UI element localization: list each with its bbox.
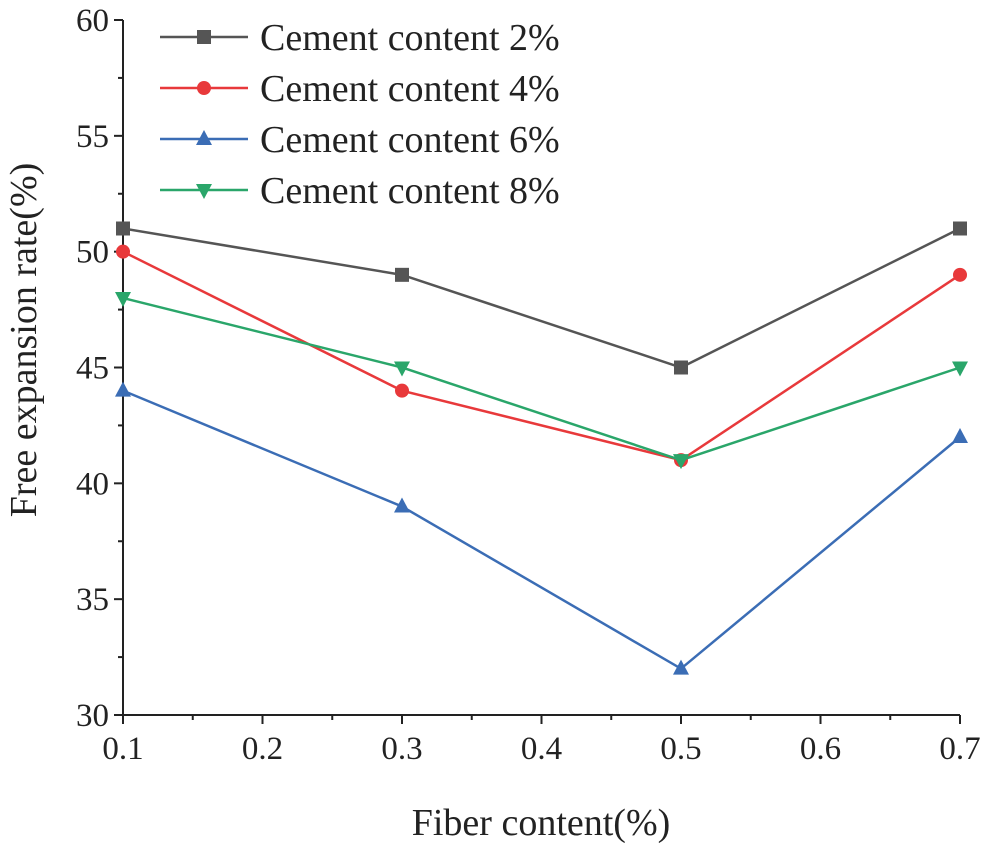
x-tick-label: 0.2 xyxy=(242,731,283,767)
data-point xyxy=(673,454,689,470)
x-tick-label: 0.1 xyxy=(102,731,143,767)
series-line xyxy=(122,296,961,462)
y-tick-label: 40 xyxy=(76,466,109,502)
legend-item: Cement content 8% xyxy=(160,170,560,212)
data-point xyxy=(394,497,410,513)
series-line xyxy=(122,227,961,369)
series-line xyxy=(122,250,961,462)
x-tick-label: 0.7 xyxy=(939,731,980,767)
series-layer xyxy=(115,221,968,675)
series-2 xyxy=(116,244,967,468)
y-tick-label: 60 xyxy=(76,3,109,39)
data-point xyxy=(115,381,131,397)
legend-item: Cement content 6% xyxy=(160,119,560,161)
data-point xyxy=(674,360,688,375)
x-tick-label: 0.3 xyxy=(381,731,422,767)
legend-label: Cement content 8% xyxy=(260,170,560,212)
data-point xyxy=(673,659,689,675)
y-axis-title: Free expansion rate(%) xyxy=(3,163,45,518)
y-tick-label: 30 xyxy=(76,698,109,734)
series-4 xyxy=(115,292,968,470)
legend-marker xyxy=(197,81,211,95)
data-point xyxy=(116,244,130,259)
legend: Cement content 2% Cement content 4% Cement… xyxy=(160,17,560,212)
data-point xyxy=(953,221,967,236)
legend-marker xyxy=(196,130,212,145)
data-point xyxy=(395,267,409,282)
x-axis-title: Fiber content(%) xyxy=(412,802,671,843)
legend-label: Cement content 6% xyxy=(260,119,560,161)
legend-marker xyxy=(196,184,212,199)
y-tick-label: 35 xyxy=(76,582,109,618)
series-1 xyxy=(116,221,967,375)
tick-labels: 0.1 0.2 0.3 0.4 0.5 0.6 0.7 30 35 40 45 50 55 60 xyxy=(76,3,981,767)
legend-label: Cement content 2% xyxy=(260,17,560,59)
x-tick-label: 0.6 xyxy=(800,731,841,767)
data-point xyxy=(394,361,410,377)
series-3 xyxy=(115,381,968,675)
data-point xyxy=(395,383,409,398)
y-tick-label: 50 xyxy=(76,235,109,271)
legend-item: Cement content 2% xyxy=(160,17,560,59)
series-line xyxy=(122,389,961,671)
legend-label: Cement content 4% xyxy=(260,68,560,110)
data-point xyxy=(115,292,131,307)
legend-marker xyxy=(197,30,211,44)
y-tick-label: 45 xyxy=(76,351,109,387)
x-tick-label: 0.5 xyxy=(660,731,701,767)
data-point xyxy=(953,267,967,282)
legend-item: Cement content 4% xyxy=(160,68,560,110)
data-point xyxy=(952,428,968,443)
y-tick-label: 55 xyxy=(76,119,109,155)
ticks xyxy=(114,19,961,724)
x-tick-label: 0.4 xyxy=(521,731,562,767)
data-point xyxy=(952,361,968,377)
data-point xyxy=(116,221,130,236)
